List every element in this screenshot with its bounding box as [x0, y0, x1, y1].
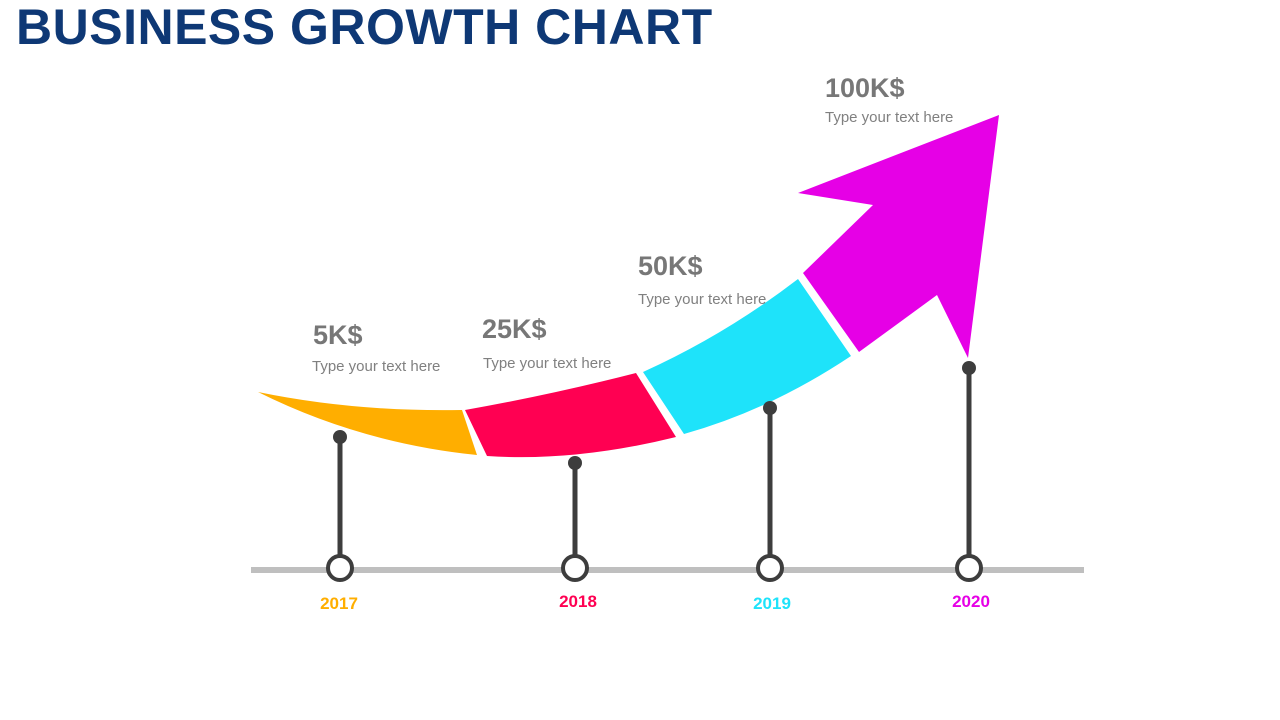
value-2018: 25K$ — [482, 314, 547, 344]
stem-2019 — [756, 401, 784, 582]
stem-2017 — [326, 430, 354, 582]
arrow-segment-2020-head — [798, 115, 999, 358]
arrow-segment-2017 — [258, 392, 477, 455]
year-2020: 2020 — [952, 592, 990, 611]
value-2020: 100K$ — [825, 73, 905, 103]
value-2019: 50K$ — [638, 251, 703, 281]
page-title: BUSINESS GROWTH CHART — [16, 0, 713, 55]
arrow-segment-2018 — [465, 373, 676, 458]
year-2017: 2017 — [320, 594, 358, 613]
arrow-segment-2019 — [643, 279, 851, 434]
desc-2019: Type your text here — [638, 291, 767, 308]
year-2018: 2018 — [559, 592, 597, 611]
year-2019: 2019 — [753, 594, 791, 613]
desc-2017: Type your text here — [312, 358, 441, 375]
stem-2020 — [955, 361, 983, 582]
stem-2018 — [561, 456, 589, 582]
desc-2020: Type your text here — [825, 109, 954, 126]
value-2017: 5K$ — [313, 320, 363, 350]
desc-2018: Type your text here — [483, 355, 612, 372]
